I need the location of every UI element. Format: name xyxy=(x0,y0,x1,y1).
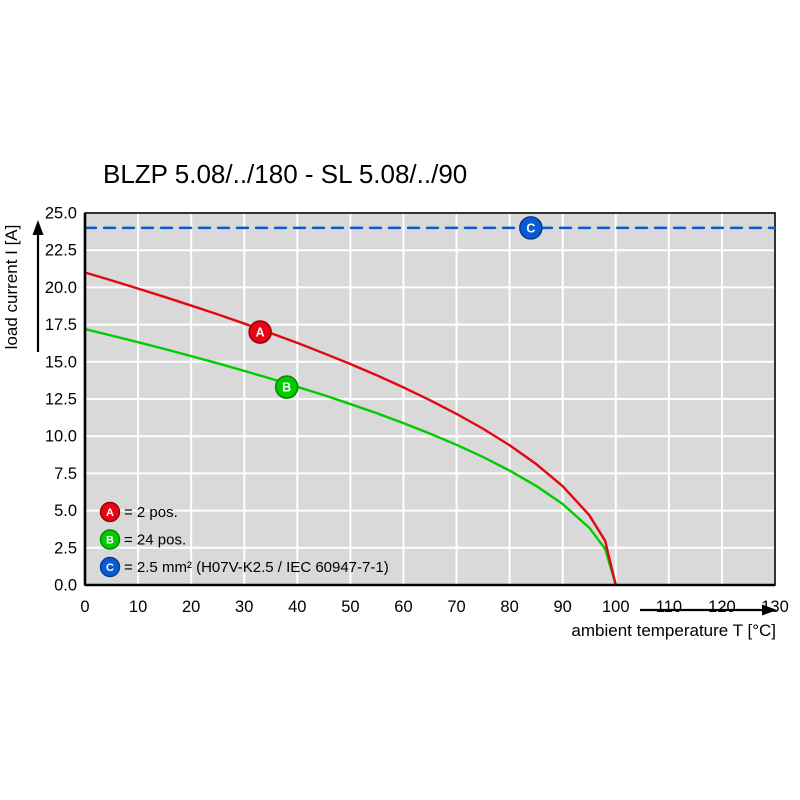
legend-marker-letter-C: C xyxy=(106,562,114,574)
x-axis-arrow-head xyxy=(762,604,777,616)
y-tick-label: 5.0 xyxy=(54,502,77,520)
y-axis-arrow-head xyxy=(32,220,44,235)
curve-B xyxy=(83,327,617,587)
x-axis-label: ambient temperature T [°C] xyxy=(571,621,776,640)
x-tick-label: 110 xyxy=(656,598,682,616)
y-tick-label: 15.0 xyxy=(45,353,77,371)
legend-label-C: = 2.5 mm² (H07V-K2.5 / IEC 60947-7-1) xyxy=(124,559,389,576)
y-tick-label: 2.5 xyxy=(54,539,77,557)
y-axis-label: load current I [A] xyxy=(2,225,21,350)
marker-letter-C: C xyxy=(526,221,535,235)
x-tick-label: 40 xyxy=(288,598,306,616)
x-tick-label: 10 xyxy=(129,598,147,616)
x-tick-label: 0 xyxy=(80,598,89,616)
x-tick-label: 90 xyxy=(554,598,572,616)
x-tick-label: 50 xyxy=(341,598,359,616)
marker-B xyxy=(274,375,299,399)
marker-A xyxy=(248,320,272,344)
y-tick-label: 17.5 xyxy=(45,316,77,334)
y-tick-label: 20.0 xyxy=(45,279,77,297)
legend-marker-A xyxy=(99,501,121,523)
x-tick-label: 20 xyxy=(182,598,200,616)
marker-letter-B: B xyxy=(282,381,291,395)
y-tick-label: 22.5 xyxy=(45,242,77,260)
x-tick-label: 60 xyxy=(394,598,412,616)
marker-letter-A: A xyxy=(256,326,265,340)
legend-marker-B xyxy=(99,529,121,550)
chart-title: BLZP 5.08/../180 - SL 5.08/../90 xyxy=(103,159,468,189)
legend-marker-C xyxy=(99,556,121,578)
y-tick-label: 7.5 xyxy=(54,465,77,483)
legend-label-A: = 2 pos. xyxy=(124,504,178,521)
legend-marker-letter-B: B xyxy=(106,535,114,547)
curve-A xyxy=(83,271,617,587)
x-tick-label: 70 xyxy=(447,598,465,616)
x-tick-label: 30 xyxy=(235,598,253,616)
y-tick-label: 10.0 xyxy=(45,428,77,446)
x-tick-label: 100 xyxy=(602,598,630,616)
legend-marker-letter-A: A xyxy=(106,507,114,519)
y-tick-label: 0.0 xyxy=(54,577,77,595)
y-tick-label: 12.5 xyxy=(45,391,77,409)
x-tick-label: 120 xyxy=(708,598,736,616)
y-tick-label: 25.0 xyxy=(45,205,77,223)
legend-label-B: = 24 pos. xyxy=(124,532,186,549)
marker-C xyxy=(519,216,543,240)
x-tick-label: 80 xyxy=(500,598,518,616)
